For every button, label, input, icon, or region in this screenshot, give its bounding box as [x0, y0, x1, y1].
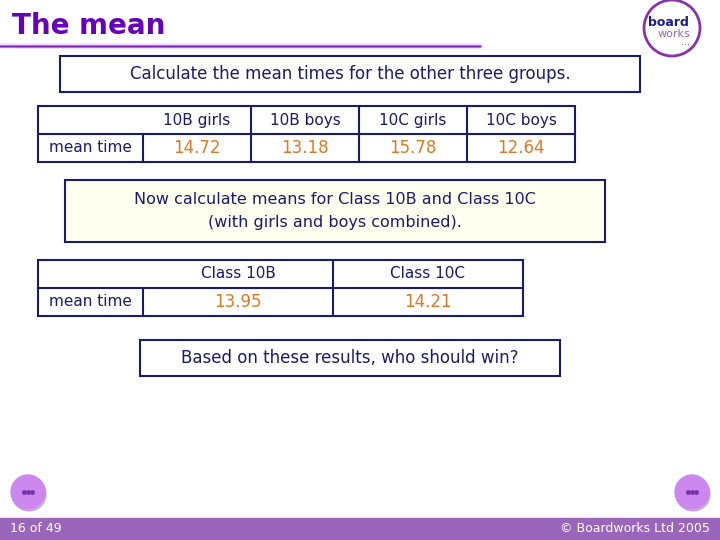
FancyBboxPatch shape [140, 340, 560, 376]
Circle shape [644, 0, 700, 56]
Circle shape [675, 475, 709, 509]
Text: © Boardworks Ltd 2005: © Boardworks Ltd 2005 [560, 523, 710, 536]
Text: mean time: mean time [49, 294, 132, 309]
Text: board: board [647, 17, 688, 30]
Text: ...: ... [682, 37, 690, 47]
Text: 13.95: 13.95 [215, 293, 262, 311]
Circle shape [12, 477, 46, 511]
Text: 14.21: 14.21 [404, 293, 452, 311]
FancyBboxPatch shape [0, 518, 720, 540]
Text: (with girls and boys combined).: (with girls and boys combined). [208, 214, 462, 230]
FancyBboxPatch shape [38, 106, 575, 162]
Text: 12.64: 12.64 [498, 139, 545, 157]
Text: 15.78: 15.78 [390, 139, 437, 157]
Text: 10B girls: 10B girls [163, 112, 230, 127]
Text: 10C girls: 10C girls [379, 112, 446, 127]
Text: 14.72: 14.72 [174, 139, 221, 157]
Text: The mean: The mean [12, 12, 166, 40]
Text: mean time: mean time [49, 140, 132, 156]
Circle shape [11, 475, 45, 509]
FancyBboxPatch shape [65, 180, 605, 242]
Text: Class 10C: Class 10C [390, 267, 466, 281]
Text: Now calculate means for Class 10B and Class 10C: Now calculate means for Class 10B and Cl… [134, 192, 536, 207]
Text: 10B boys: 10B boys [269, 112, 341, 127]
FancyBboxPatch shape [38, 260, 523, 316]
Circle shape [676, 477, 710, 511]
FancyBboxPatch shape [60, 56, 640, 92]
Text: 16 of 49: 16 of 49 [10, 523, 62, 536]
Text: 10C boys: 10C boys [485, 112, 557, 127]
Text: Based on these results, who should win?: Based on these results, who should win? [181, 349, 518, 367]
Text: 13.18: 13.18 [282, 139, 329, 157]
Text: works: works [657, 29, 690, 39]
Text: Calculate the mean times for the other three groups.: Calculate the mean times for the other t… [130, 65, 570, 83]
Text: Class 10B: Class 10B [201, 267, 276, 281]
